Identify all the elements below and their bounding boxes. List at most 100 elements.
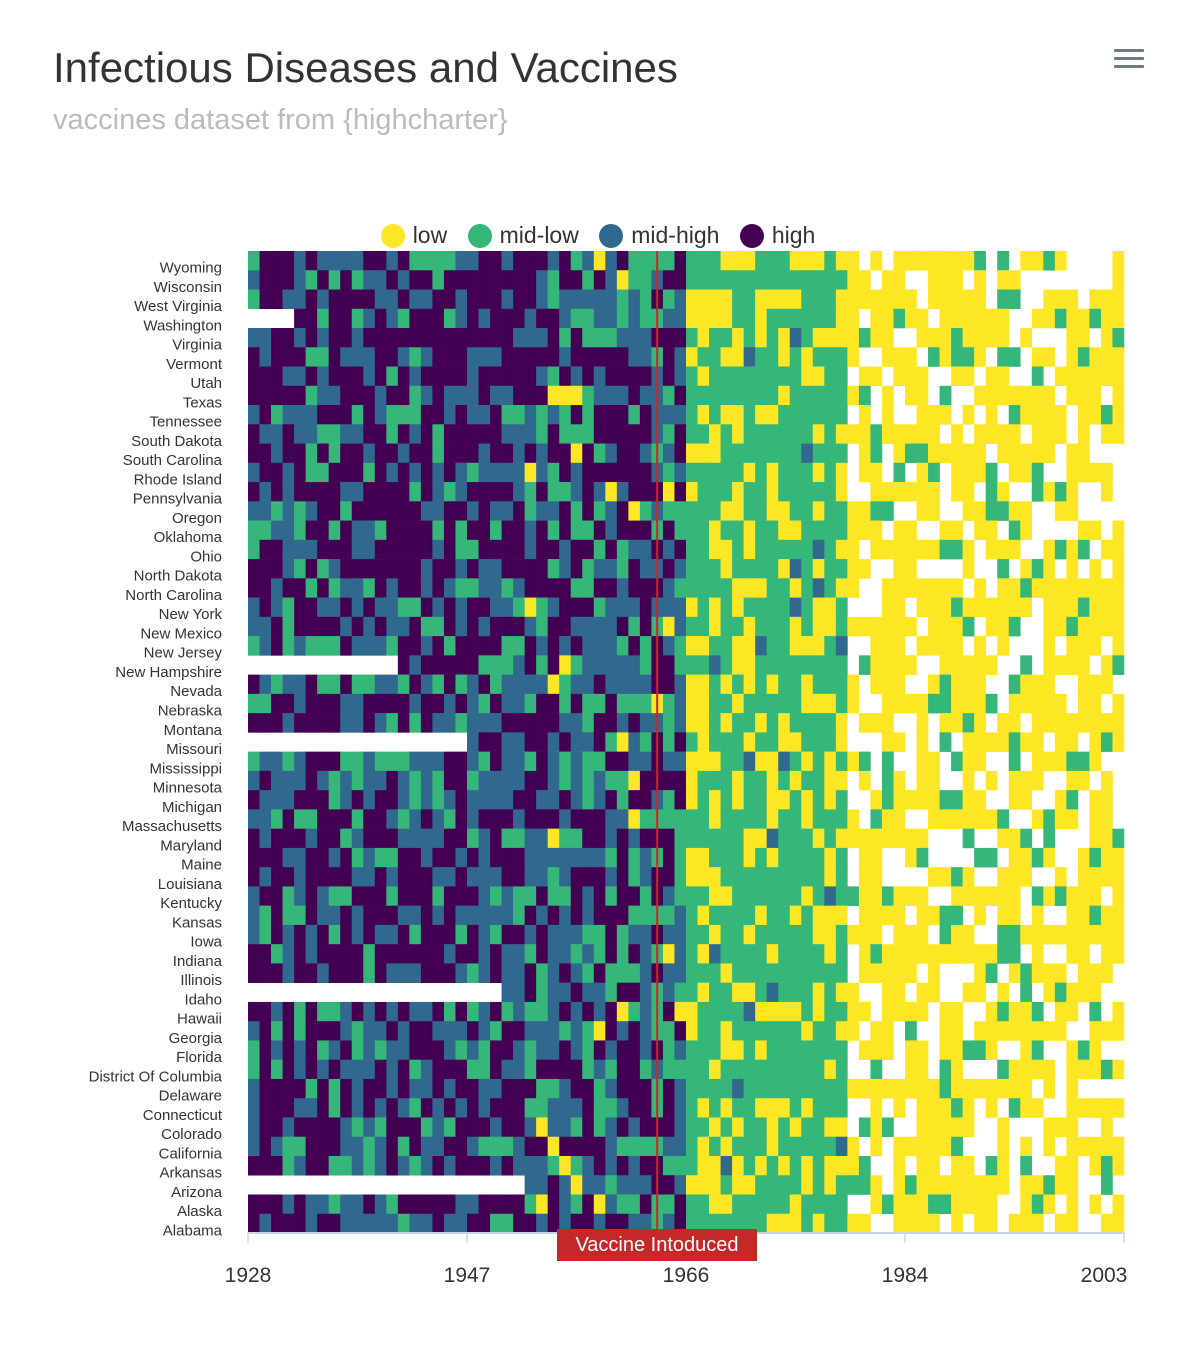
heatmap-cell[interactable] (639, 1078, 652, 1099)
heatmap-cell[interactable] (789, 790, 802, 810)
heatmap-cell[interactable] (674, 693, 687, 714)
heatmap-cell[interactable] (340, 809, 353, 829)
heatmap-cell[interactable] (732, 539, 744, 560)
heatmap-cell[interactable] (628, 693, 641, 714)
heatmap-cell[interactable] (593, 1117, 606, 1138)
heatmap-cell[interactable] (732, 501, 744, 521)
heatmap-cell[interactable] (570, 693, 583, 714)
heatmap-cell[interactable] (536, 501, 548, 521)
heatmap-cell[interactable] (824, 713, 837, 733)
heatmap-cell[interactable] (697, 674, 710, 695)
heatmap-cell[interactable] (812, 636, 825, 656)
heatmap-cell[interactable] (686, 1078, 698, 1099)
heatmap-cell[interactable] (351, 924, 364, 945)
heatmap-cell[interactable] (1043, 1136, 1056, 1157)
heatmap-cell[interactable] (455, 1117, 468, 1138)
heatmap-cell[interactable] (997, 289, 1010, 310)
heatmap-cell[interactable] (340, 963, 353, 983)
heatmap-cell[interactable] (766, 828, 779, 849)
heatmap-cell[interactable] (605, 636, 618, 656)
heatmap-cell[interactable] (778, 713, 791, 733)
heatmap-cell[interactable] (939, 405, 952, 425)
heatmap-cell[interactable] (616, 886, 629, 906)
heatmap-cell[interactable] (536, 270, 548, 290)
heatmap-cell[interactable] (709, 809, 721, 829)
heatmap-cell[interactable] (881, 905, 894, 926)
heatmap-cell[interactable] (1031, 886, 1044, 906)
heatmap-cell[interactable] (720, 1098, 733, 1118)
heatmap-cell[interactable] (847, 1078, 860, 1099)
heatmap-cell[interactable] (905, 1078, 917, 1099)
heatmap-cell[interactable] (1020, 1059, 1033, 1080)
heatmap-cell[interactable] (582, 1059, 595, 1080)
heatmap-cell[interactable] (351, 270, 364, 290)
heatmap-cell[interactable] (997, 1136, 1010, 1157)
heatmap-cell[interactable] (1066, 443, 1079, 464)
heatmap-cell[interactable] (835, 905, 848, 926)
heatmap-cell[interactable] (409, 693, 422, 714)
heatmap-cell[interactable] (328, 366, 341, 387)
heatmap-cell[interactable] (328, 886, 341, 906)
heatmap-cell[interactable] (547, 1194, 560, 1215)
heatmap-cell[interactable] (697, 1175, 710, 1195)
heatmap-cell[interactable] (282, 1117, 295, 1138)
heatmap-cell[interactable] (1077, 655, 1090, 675)
heatmap-cell[interactable] (351, 847, 364, 868)
heatmap-cell[interactable] (789, 636, 802, 656)
heatmap-cell[interactable] (490, 482, 502, 502)
heatmap-cell[interactable] (755, 462, 767, 483)
heatmap-cell[interactable] (559, 347, 572, 367)
heatmap-cell[interactable] (1043, 828, 1056, 849)
heatmap-cell[interactable] (824, 1155, 837, 1176)
heatmap-cell[interactable] (662, 385, 675, 406)
heatmap-cell[interactable] (351, 405, 364, 425)
heatmap-cell[interactable] (409, 462, 422, 483)
heatmap-cell[interactable] (1020, 251, 1033, 271)
heatmap-cell[interactable] (351, 289, 364, 310)
heatmap-cell[interactable] (478, 674, 491, 695)
heatmap-cell[interactable] (1089, 674, 1102, 695)
heatmap-cell[interactable] (881, 501, 894, 521)
heatmap-cell[interactable] (812, 270, 825, 290)
heatmap-cell[interactable] (616, 1098, 629, 1118)
heatmap-cell[interactable] (386, 636, 399, 656)
heatmap-cell[interactable] (513, 520, 525, 541)
heatmap-cell[interactable] (305, 693, 318, 714)
heatmap-cell[interactable] (513, 501, 525, 521)
heatmap-cell[interactable] (870, 655, 883, 675)
heatmap-cell[interactable] (939, 809, 952, 829)
heatmap-cell[interactable] (697, 578, 710, 598)
heatmap-cell[interactable] (351, 963, 364, 983)
heatmap-cell[interactable] (686, 867, 698, 887)
heatmap-cell[interactable] (282, 328, 295, 348)
heatmap-cell[interactable] (789, 405, 802, 425)
heatmap-cell[interactable] (616, 636, 629, 656)
heatmap-cell[interactable] (271, 520, 283, 541)
heatmap-cell[interactable] (374, 886, 387, 906)
heatmap-cell[interactable] (766, 424, 779, 444)
heatmap-cell[interactable] (801, 770, 814, 791)
heatmap-cell[interactable] (1112, 1194, 1125, 1215)
heatmap-cell[interactable] (443, 270, 456, 290)
heatmap-cell[interactable] (662, 1117, 675, 1138)
heatmap-cell[interactable] (985, 963, 998, 983)
heatmap-cell[interactable] (662, 424, 675, 444)
heatmap-cell[interactable] (755, 847, 767, 868)
heatmap-cell[interactable] (928, 347, 940, 367)
heatmap-cell[interactable] (755, 520, 767, 541)
heatmap-cell[interactable] (513, 270, 525, 290)
heatmap-cell[interactable] (432, 366, 445, 387)
heatmap-cell[interactable] (259, 347, 272, 367)
heatmap-cell[interactable] (1031, 424, 1044, 444)
heatmap-cell[interactable] (778, 982, 791, 1003)
heatmap-cell[interactable] (881, 674, 894, 695)
heatmap-cell[interactable] (766, 886, 779, 906)
heatmap-cell[interactable] (858, 867, 871, 887)
heatmap-cell[interactable] (824, 366, 837, 387)
heatmap-cell[interactable] (881, 655, 894, 675)
heatmap-cell[interactable] (985, 944, 998, 964)
heatmap-cell[interactable] (858, 328, 871, 348)
heatmap-cell[interactable] (616, 289, 629, 310)
heatmap-cell[interactable] (1020, 655, 1033, 675)
heatmap-cell[interactable] (755, 308, 767, 329)
